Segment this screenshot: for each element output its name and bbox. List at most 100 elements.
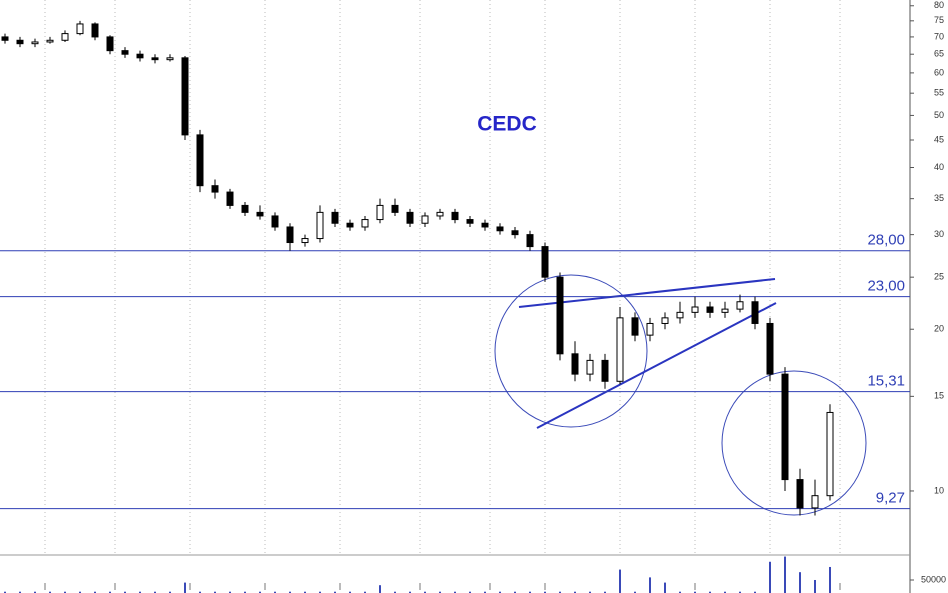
volume-bar	[424, 591, 426, 593]
candle-body	[406, 211, 414, 224]
candle-body	[781, 373, 789, 481]
y-tick-label: 20	[934, 324, 944, 334]
candle-body	[421, 215, 429, 224]
volume-bar	[169, 591, 171, 593]
volume-bar	[454, 591, 456, 593]
annotation-circle	[721, 370, 867, 516]
y-tick-label: 35	[934, 193, 944, 203]
volume-tick-label: 50000	[921, 574, 946, 584]
volume-bar	[469, 591, 471, 593]
candle-body	[691, 306, 699, 313]
volume-bar	[274, 591, 276, 593]
candle-body	[586, 359, 594, 375]
volume-bar	[199, 591, 201, 593]
volume-bar	[784, 556, 786, 593]
y-tick-label: 40	[934, 162, 944, 172]
y-tick-label: 30	[934, 229, 944, 239]
candle-body	[766, 322, 774, 375]
volume-bar	[229, 591, 231, 593]
candle-body	[196, 134, 204, 187]
volume-bar	[499, 591, 501, 593]
candle-body	[571, 353, 579, 375]
volume-bar	[19, 591, 21, 593]
volume-bar	[754, 591, 756, 593]
candle-body	[526, 234, 534, 248]
candle-body	[166, 57, 174, 61]
volume-bar	[769, 561, 771, 593]
chart-title: CEDC	[477, 113, 537, 136]
volume-bar	[529, 591, 531, 593]
candle-body	[346, 222, 354, 228]
candle-body	[811, 495, 819, 509]
volume-bar	[514, 591, 516, 593]
volume-bar	[289, 591, 291, 593]
candle-body	[616, 317, 624, 382]
candle-body	[46, 39, 54, 43]
volume-bar	[484, 591, 486, 593]
candle-body	[361, 219, 369, 228]
level-label: 28,00	[867, 232, 905, 249]
trend-line	[536, 302, 777, 429]
candle-body	[541, 246, 549, 278]
volume-bar	[364, 591, 366, 593]
volume-bar	[709, 591, 711, 593]
candle-body	[391, 204, 399, 213]
volume-bar	[139, 591, 141, 593]
level-label: 23,00	[867, 278, 905, 295]
volume-bar	[664, 582, 666, 593]
candle-body	[226, 191, 234, 206]
candle-body	[121, 50, 129, 55]
volume-bar	[154, 591, 156, 593]
volume-bar	[814, 579, 816, 593]
volume-bar	[409, 591, 411, 593]
volume-bar	[259, 591, 261, 593]
candle-body	[436, 211, 444, 217]
candle-body	[316, 211, 324, 240]
y-tick-label: 10	[934, 485, 944, 495]
volume-bar	[4, 591, 6, 593]
volume-bar	[349, 591, 351, 593]
volume-bar	[559, 591, 561, 593]
volume-bar	[604, 591, 606, 593]
y-tick-label: 45	[934, 134, 944, 144]
candle-body	[91, 23, 99, 38]
candle-body	[61, 33, 69, 41]
volume-bar	[829, 566, 831, 593]
y-tick-label: 50	[934, 110, 944, 120]
volume-bar	[79, 591, 81, 593]
candle-body	[136, 53, 144, 59]
volume-bar	[439, 591, 441, 593]
candle-body	[721, 308, 729, 313]
volume-bar	[214, 591, 216, 593]
y-tick-label: 25	[934, 272, 944, 282]
volume-bar	[544, 591, 546, 593]
candle-body	[16, 39, 24, 45]
volume-bar	[319, 591, 321, 593]
y-tick-label: 80	[934, 0, 944, 10]
level-label: 15,31	[867, 373, 905, 390]
volume-bar	[109, 591, 111, 593]
candle-body	[211, 185, 219, 193]
y-tick-label: 70	[934, 31, 944, 41]
x-grid	[44, 0, 841, 590]
y-tick-label: 65	[934, 49, 944, 59]
volume-bar	[334, 591, 336, 593]
candle-body	[646, 322, 654, 336]
volume-bar	[739, 591, 741, 593]
volume-bar	[694, 591, 696, 593]
candle-body	[496, 226, 504, 232]
volume-bar	[649, 577, 651, 593]
volume-bar	[94, 591, 96, 593]
volume-bar	[619, 569, 621, 593]
volume-bar	[379, 585, 381, 593]
candle-body	[151, 57, 159, 61]
candle-body	[241, 204, 249, 213]
y-tick-label: 55	[934, 88, 944, 98]
y-tick-label: 15	[934, 391, 944, 401]
annotation-circle	[494, 274, 648, 428]
candle-body	[451, 211, 459, 221]
candle-body	[676, 311, 684, 319]
volume-bar	[124, 591, 126, 593]
candle-body	[301, 238, 309, 244]
